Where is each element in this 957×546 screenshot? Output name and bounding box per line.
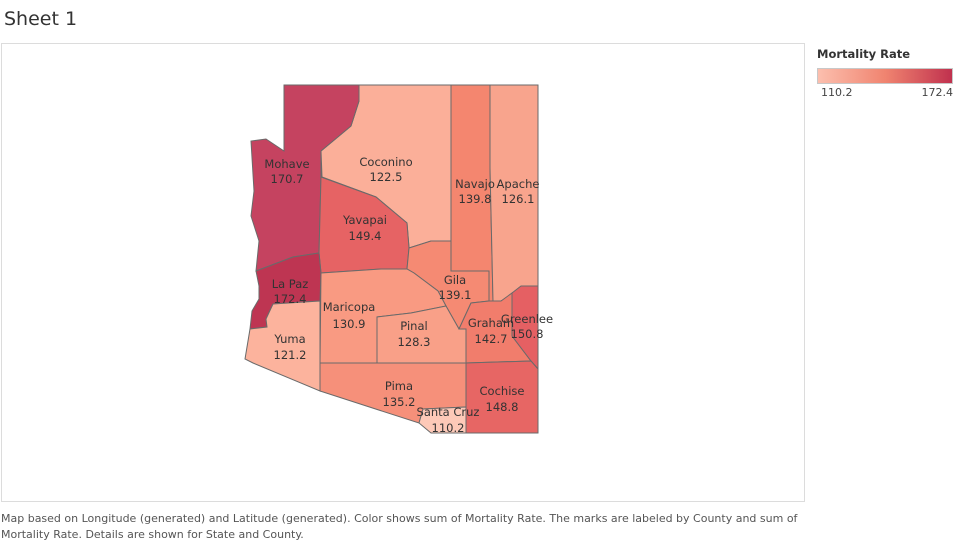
- county-value-santa-cruz: 110.2: [432, 421, 465, 435]
- county-value-navajo: 139.8: [459, 192, 492, 206]
- legend-max-label: 172.4: [921, 86, 954, 99]
- county-value-gila: 139.1: [439, 288, 472, 302]
- sheet-title: Sheet 1: [4, 8, 78, 30]
- map-caption: Map based on Longitude (generated) and L…: [1, 512, 798, 541]
- county-label-cochise: Cochise: [480, 384, 525, 398]
- county-label-graham: Graham: [468, 316, 514, 330]
- county-label-apache: Apache: [497, 177, 540, 191]
- county-value-greenlee: 150.8: [511, 327, 544, 341]
- county-label-pima: Pima: [385, 379, 413, 393]
- legend-title: Mortality Rate: [817, 47, 911, 61]
- county-label-santa-cruz: Santa Cruz: [417, 405, 480, 419]
- county-label-navajo: Navajo: [455, 177, 495, 191]
- county-value-apache: 126.1: [502, 192, 535, 206]
- county-yuma[interactable]: [244, 300, 321, 392]
- county-value-mohave: 170.7: [271, 172, 304, 186]
- county-label-yuma: Yuma: [273, 332, 305, 346]
- legend-min-label: 110.2: [821, 86, 853, 99]
- county-value-cochise: 148.8: [486, 400, 519, 414]
- county-value-graham: 142.7: [475, 332, 508, 346]
- county-value-maricopa: 130.9: [333, 317, 366, 331]
- county-label-mohave: Mohave: [264, 157, 309, 171]
- county-santa-cruz[interactable]: [418, 406, 467, 434]
- arizona-county-map[interactable]: Mohave 170.7 Coconino 122.5 Navajo 139.8…: [2, 44, 806, 503]
- county-value-yavapai: 149.4: [349, 229, 382, 243]
- county-label-greenlee: Greenlee: [501, 312, 553, 326]
- county-label-la-paz: La Paz: [272, 277, 309, 291]
- county-label-pinal: Pinal: [400, 319, 427, 333]
- county-value-coconino: 122.5: [370, 170, 403, 184]
- county-value-la-paz: 172.4: [274, 292, 307, 306]
- county-label-maricopa: Maricopa: [323, 300, 376, 314]
- county-value-yuma: 121.2: [274, 348, 307, 362]
- county-label-coconino: Coconino: [359, 155, 412, 169]
- color-legend[interactable]: Mortality Rate 110.2 172.4: [817, 47, 955, 102]
- map-panel[interactable]: Mohave 170.7 Coconino 122.5 Navajo 139.8…: [1, 43, 805, 502]
- county-label-yavapai: Yavapai: [342, 213, 387, 227]
- county-label-gila: Gila: [444, 273, 466, 287]
- legend-color-ramp: [817, 68, 953, 84]
- county-value-pima: 135.2: [383, 395, 416, 409]
- county-value-pinal: 128.3: [398, 335, 431, 349]
